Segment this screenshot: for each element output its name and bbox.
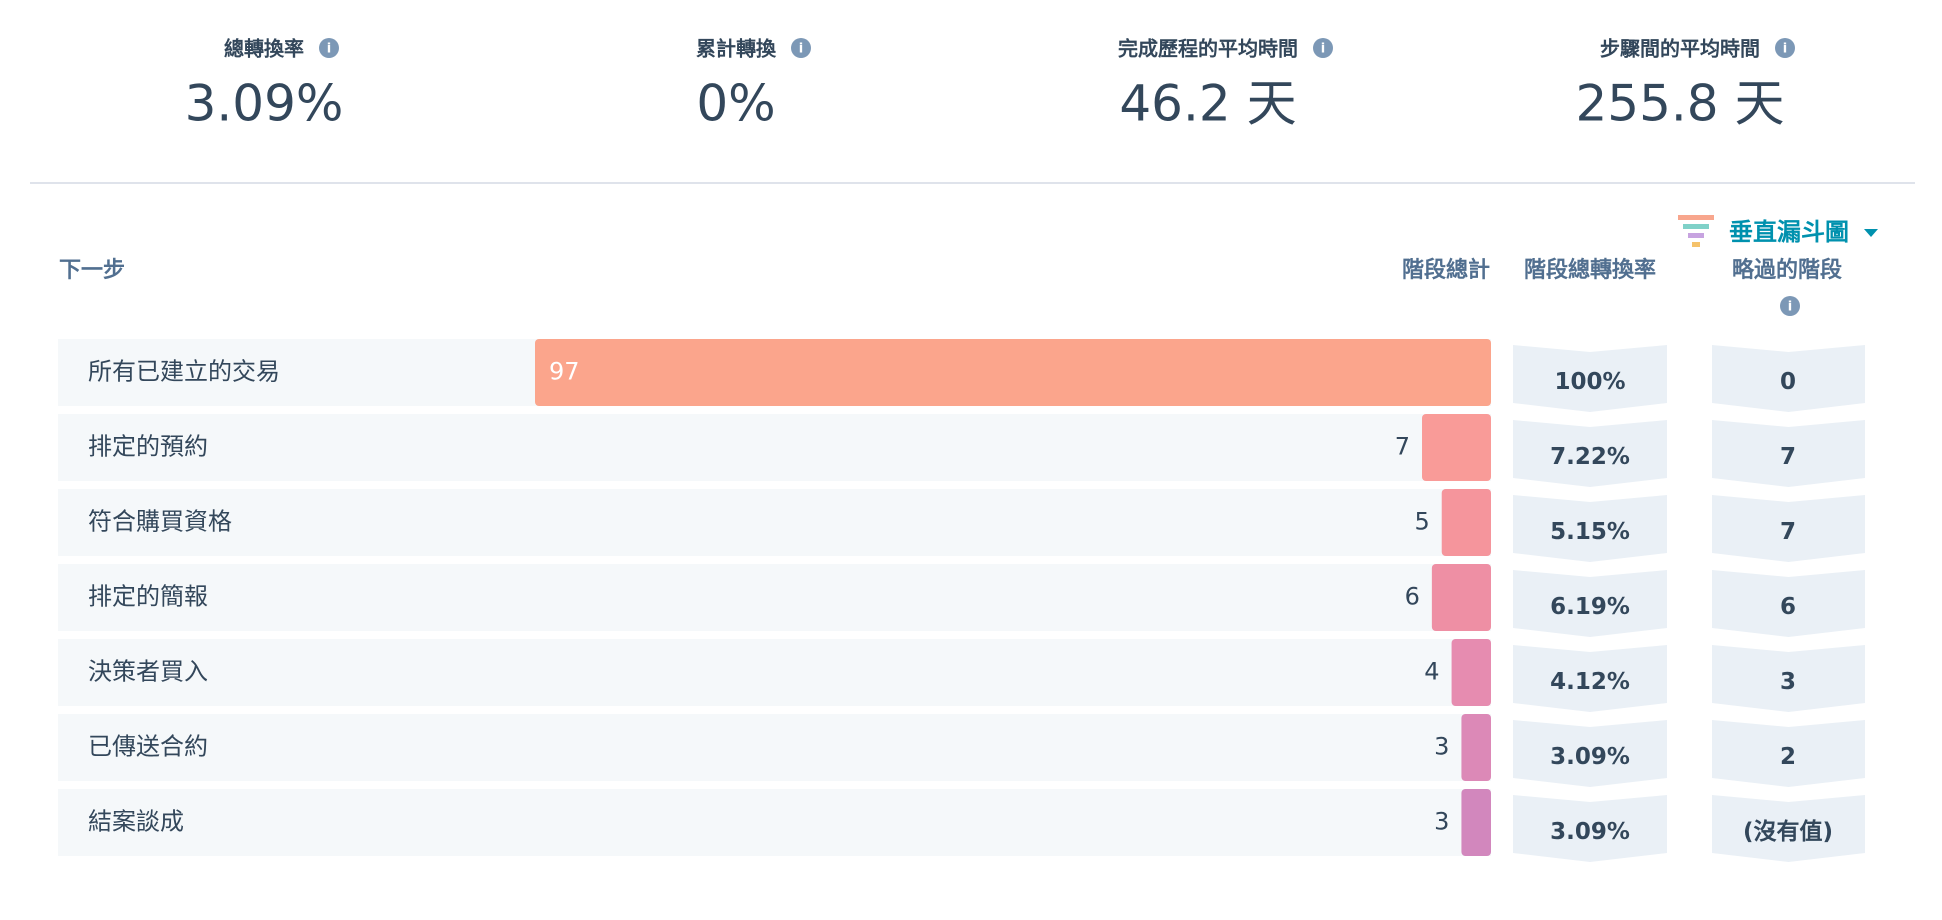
- bar-value: 6: [1405, 583, 1420, 611]
- conversion-badge: [1513, 645, 1667, 712]
- skipped-badge: [1712, 345, 1865, 412]
- bar-value: 97: [549, 358, 580, 386]
- info-circle: [319, 38, 339, 58]
- info-glyph: i: [799, 42, 803, 57]
- bar: [535, 339, 1491, 406]
- skipped-badge: [1712, 495, 1865, 562]
- stage-label: 決策者買入: [88, 658, 208, 686]
- bar-value: 3: [1434, 733, 1449, 761]
- bar-value: 5: [1414, 508, 1429, 536]
- row-background: [58, 564, 1491, 631]
- bar: [1461, 789, 1491, 856]
- skipped-stages: 0: [1780, 369, 1796, 395]
- skipped-stages: 6: [1780, 594, 1796, 620]
- stage-label: 排定的預約: [88, 433, 208, 461]
- row-background: [58, 489, 1491, 556]
- conversion-rate: 3.09%: [1550, 744, 1630, 770]
- metric-value: 46.2 天: [1119, 75, 1296, 133]
- info-icon[interactable]: i: [791, 38, 811, 58]
- conversion-badge: [1513, 345, 1667, 412]
- header-skipped: 略過的階段: [1732, 257, 1842, 283]
- bar: [1431, 564, 1491, 631]
- header-total: 階段總計: [1402, 257, 1490, 283]
- row-background: [58, 789, 1491, 856]
- bar: [1451, 639, 1491, 706]
- skipped-stages: 7: [1780, 519, 1796, 545]
- skipped-stages: (沒有值): [1743, 818, 1833, 845]
- skipped-badge: [1712, 795, 1865, 862]
- info-glyph: i: [327, 42, 331, 57]
- conversion-rate: 6.19%: [1550, 594, 1630, 620]
- bar: [1441, 489, 1491, 556]
- metric-label: 完成歷程的平均時間: [1118, 37, 1298, 61]
- info-circle: [791, 38, 811, 58]
- conversion-rate: 7.22%: [1550, 444, 1630, 470]
- skipped-stages: 2: [1780, 744, 1796, 770]
- metric-label: 累計轉換: [696, 37, 777, 61]
- conversion-badge: [1513, 570, 1667, 637]
- bar: [1461, 714, 1491, 781]
- skipped-badge: [1712, 720, 1865, 787]
- funnel-icon: [1683, 224, 1709, 229]
- bar-value: 4: [1424, 658, 1439, 686]
- dropdown-caret: [1864, 229, 1878, 237]
- info-icon[interactable]: i: [319, 38, 339, 58]
- info-icon[interactable]: i: [1313, 38, 1333, 58]
- info-glyph: i: [1321, 42, 1325, 57]
- info-icon[interactable]: i: [1780, 296, 1800, 316]
- funnel-icon: [1688, 233, 1704, 238]
- stage-label: 排定的簡報: [88, 583, 208, 611]
- skipped-badge: [1712, 420, 1865, 487]
- skipped-badge: [1712, 645, 1865, 712]
- header-conversion: 階段總轉換率: [1524, 257, 1656, 283]
- stage-label: 符合購買資格: [88, 508, 232, 536]
- view-label[interactable]: 垂直漏斗圖: [1729, 218, 1849, 246]
- metric-label: 步驟間的平均時間: [1600, 37, 1760, 61]
- conversion-badge: [1513, 720, 1667, 787]
- view-selector[interactable]: 垂直漏斗圖: [1678, 215, 1878, 247]
- funnel-icon: [1692, 242, 1700, 247]
- conversion-badge: [1513, 795, 1667, 862]
- header-stage: 下一步: [59, 257, 125, 283]
- metric-label: 總轉換率: [224, 37, 304, 61]
- bar-value: 3: [1434, 808, 1449, 836]
- info-circle: [1313, 38, 1333, 58]
- stage-label: 所有已建立的交易: [88, 358, 280, 386]
- row-background: [58, 414, 1491, 481]
- info-icon[interactable]: i: [1775, 38, 1795, 58]
- skipped-stages: 7: [1780, 444, 1796, 470]
- metric-value: 3.09%: [185, 75, 344, 133]
- stage-label: 已傳送合約: [88, 733, 208, 761]
- bar-value: 7: [1395, 433, 1410, 461]
- skipped-stages: 3: [1780, 669, 1796, 695]
- conversion-rate: 5.15%: [1550, 519, 1630, 545]
- row-background: [58, 714, 1491, 781]
- funnel-icon: [1678, 215, 1714, 220]
- bar: [1422, 414, 1491, 481]
- conversion-badge: [1513, 495, 1667, 562]
- stage-label: 結案談成: [88, 808, 184, 836]
- metric-value: 0%: [696, 75, 775, 133]
- conversion-rate: 4.12%: [1550, 669, 1630, 695]
- conversion-badge: [1513, 420, 1667, 487]
- skipped-badge: [1712, 570, 1865, 637]
- conversion-rate: 100%: [1554, 369, 1625, 395]
- info-circle: [1775, 38, 1795, 58]
- conversion-rate: 3.09%: [1550, 819, 1630, 845]
- row-background: [58, 639, 1491, 706]
- svg-text:i: i: [1788, 300, 1792, 315]
- info-glyph: i: [1783, 42, 1787, 57]
- metric-value: 255.8 天: [1575, 75, 1784, 133]
